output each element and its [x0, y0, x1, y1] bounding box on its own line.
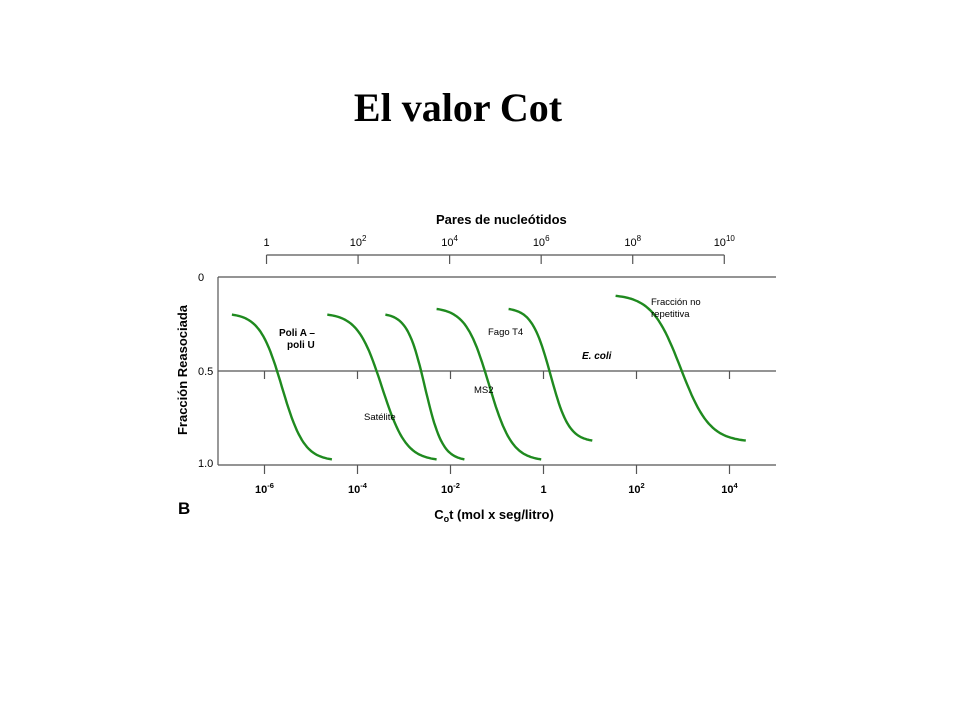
curve-label: Fago T4: [488, 327, 523, 338]
curve-label: repetitiva: [651, 309, 690, 320]
curve-label: Satélite: [364, 412, 396, 423]
x-tick-label: 1: [540, 484, 546, 496]
top-tick-label: 106: [533, 234, 550, 249]
curve-label: poli U: [287, 340, 315, 351]
top-tick-label: 1010: [714, 234, 736, 249]
top-tick-label: 102: [350, 234, 367, 249]
curve-3: [385, 313, 465, 461]
curve-labels: Poli A –poli U Satélite MS2 Fago T4 E. coli F…: [279, 297, 701, 423]
top-axis-title: Pares de nucleótidos: [436, 212, 567, 227]
curve-5: [508, 307, 593, 442]
x-axis: 10-6 10-4 10-2 1 102 104 Cot (mol x seg/litro): [255, 371, 739, 524]
y-axis: 0 0.5 1.0 Fracción Reasociada B: [175, 272, 213, 518]
curve-6: [615, 294, 746, 442]
curve-label: MS2: [474, 385, 494, 396]
curve-1: [231, 313, 333, 461]
x-tick-label: 10-6: [255, 481, 274, 496]
curve-2: [327, 313, 437, 461]
y-tick-label: 0: [198, 272, 204, 284]
plot-frame: [217, 276, 776, 466]
y-tick-label: 1.0: [198, 458, 213, 470]
curve-label: Fracción no: [651, 297, 701, 308]
top-tick-label: 104: [441, 234, 458, 249]
top-tick-label: 1: [263, 237, 269, 249]
panel-label: B: [178, 499, 190, 518]
curve-label: E. coli: [582, 351, 612, 362]
curves: [231, 294, 746, 461]
y-axis-label: Fracción Reasociada: [175, 304, 190, 435]
x-tick-label: 10-4: [348, 481, 368, 496]
top-axis: Pares de nucleótidos 1 102 104 106 108 1010: [263, 212, 735, 264]
x-axis-label: Cot (mol x seg/litro): [434, 507, 554, 524]
x-tick-label: 10-2: [441, 481, 460, 496]
slide-title: El valor Cot: [353, 85, 563, 130]
curve-label: Poli A –: [279, 328, 315, 339]
x-tick-label: 104: [721, 481, 738, 496]
curve-4: [436, 307, 542, 461]
x-tick-label: 102: [628, 481, 644, 496]
y-tick-label: 0.5: [198, 366, 213, 378]
top-tick-label: 108: [624, 234, 641, 249]
